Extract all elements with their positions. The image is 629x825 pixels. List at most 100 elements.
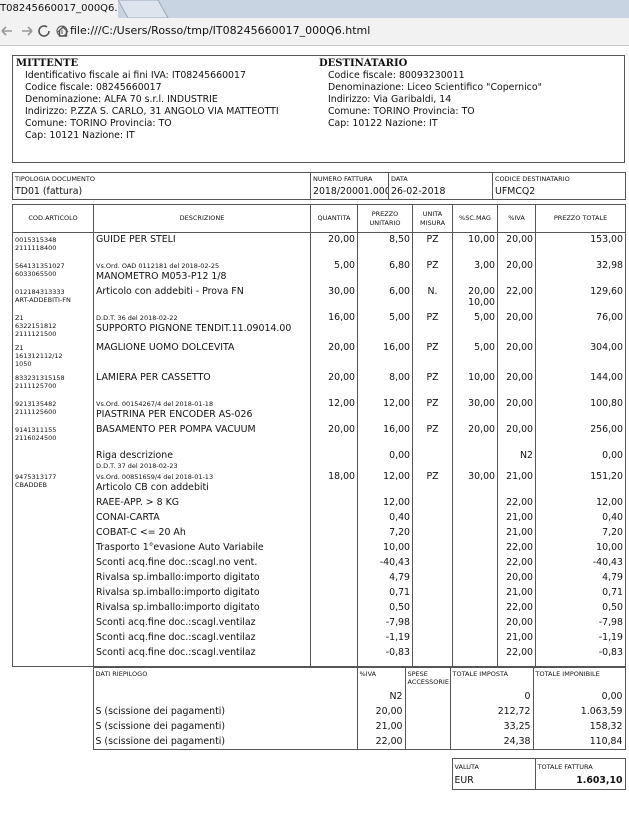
cell	[12, 555, 94, 571]
total: 304,00	[590, 341, 623, 353]
description: S (scissione dei pagamenti)	[95, 705, 226, 717]
cell: 158,32	[532, 719, 626, 735]
cell: Sconti acq.fine doc.:scagl.ventilaz	[93, 630, 311, 646]
heading: MITTENTE	[16, 58, 79, 69]
summary-row: N2 0 0,00	[12, 689, 626, 705]
vat: 20,00	[506, 311, 533, 323]
cell: 22,00	[497, 284, 536, 311]
vat: 21,00	[375, 720, 403, 732]
item-code: Z1	[15, 343, 24, 352]
cell: 20,00	[497, 396, 536, 423]
sender: MITTENTE Identificativo fiscale ai fini I…	[16, 58, 279, 142]
recipient: DESTINATARIO Codice fiscale: 80093230011 D…	[319, 58, 542, 130]
cell: 151,20	[535, 469, 626, 496]
cell	[452, 630, 498, 646]
cell	[404, 689, 451, 705]
cell: 6,80	[357, 258, 413, 285]
url[interactable]: file:///C:/Users/Rosso/tmp/IT08245660017…	[70, 24, 371, 37]
value-cell: 26-02-2018	[388, 185, 493, 200]
total: 153,00	[590, 234, 623, 245]
line: Comune: TORINO Provincia: TO	[328, 106, 475, 117]
item-row: 9475313177 CBADDEB Vs.Ord. 00851659/4 del …	[12, 469, 626, 496]
cell: 20,00	[497, 422, 536, 449]
cell: MAGLIONE UOMO DOLCEVITA	[93, 340, 311, 371]
tab-title: T08245660017_000Q6.h	[0, 3, 118, 14]
item-row: Sconti acq.fine doc.:scagl.ventilaz -1,19…	[12, 630, 626, 646]
cell: 212,72	[449, 704, 534, 720]
line: Comune: TORINO Provincia: TO	[25, 118, 172, 129]
back[interactable]	[1, 26, 12, 36]
cell: 16,00	[357, 340, 413, 371]
discount: 10,00	[468, 296, 495, 308]
header-cell: TOTALE IMPONIBILE	[532, 667, 626, 690]
tab[interactable]: T08245660017_000Q6.h ×	[0, 0, 118, 18]
new-tab[interactable]	[118, 0, 178, 18]
cell: 012184313333 ART-ADDEBITI-FN	[12, 284, 94, 311]
vat: 20,00	[506, 423, 533, 435]
value-cell: 2018/20001.0000052	[310, 185, 389, 200]
cell: 5,00	[452, 310, 498, 341]
quantity: 20,00	[328, 371, 355, 383]
summary-row: S (scissione dei pagamenti) 22,00 24,38 110…	[12, 734, 626, 750]
description: Articolo con addebiti - Prova FN	[96, 285, 244, 297]
tax: 212,72	[497, 705, 531, 717]
quantity: 20,00	[328, 234, 355, 245]
item-code: ART-ADDEBITI-FN	[15, 295, 71, 304]
item-row: Rivalsa sp.imballo:importo digitato 0,71 2…	[12, 585, 626, 601]
info-icon[interactable]	[56, 24, 68, 38]
cell	[452, 570, 498, 586]
cell: 8,50	[357, 232, 413, 259]
cell	[412, 525, 453, 541]
cell	[452, 660, 498, 667]
header-cell: TIPOLOGIA DOCUMENTO	[12, 172, 311, 185]
header-cell: DATI RIEPILOGO	[92, 667, 358, 690]
cell: 20,00	[497, 232, 536, 259]
vat: 22,00	[506, 646, 533, 658]
cell	[310, 570, 358, 586]
quantity: 5,00	[334, 259, 355, 271]
cell: Vs.Ord. 00154267/4 del 2018-01-18 PIASTRI…	[93, 396, 311, 423]
blank	[12, 690, 93, 705]
cell	[452, 525, 498, 541]
unit-price: 12,00	[383, 397, 410, 409]
cell: 256,00	[535, 422, 626, 449]
cell: 0,00	[357, 448, 413, 470]
unit-price: 12,00	[383, 470, 410, 482]
unit-price: -1,19	[385, 631, 410, 643]
vat: 20,00	[375, 705, 403, 717]
total: 7,20	[602, 526, 623, 538]
cell: 10,00	[452, 370, 498, 397]
cell: 0015315348 2111118400	[12, 232, 94, 259]
cell: Z1 6322151812 2111121500	[12, 310, 94, 341]
total: 10,00	[596, 541, 623, 553]
vat: 21,00	[506, 511, 533, 523]
cell: 9213135482 2111125600	[12, 396, 94, 423]
value-row: EUR 1.603,10	[12, 774, 626, 790]
cell: 833231315158 2111125700	[12, 370, 94, 397]
reload[interactable]	[38, 25, 50, 37]
taxable: 158,32	[589, 720, 623, 732]
cell: 33,25	[449, 719, 534, 735]
cell: 21,00	[497, 585, 536, 601]
line: Denominazione: Liceo Scientifico "Copern…	[328, 82, 542, 93]
cell	[12, 645, 94, 661]
cell: 20,00	[497, 615, 536, 631]
cell: LAMIERA PER CASSETTO	[93, 370, 311, 397]
item-row: 012184313333 ART-ADDEBITI-FN Articolo con …	[12, 284, 626, 311]
cell: 0,40	[535, 510, 626, 526]
discount: 3,00	[474, 259, 495, 271]
cell	[452, 555, 498, 571]
line: Indirizzo: Via Garibaldi, 14	[328, 94, 452, 105]
value-row: TD01 (fattura)2018/20001.000005226-02-20…	[12, 185, 626, 200]
description: Trasporto 1°evasione Auto Variabile	[96, 541, 264, 553]
total: 0,71	[602, 586, 623, 598]
item-row: Z1 6322151812 2111121500 D.D.T. 36 del 2018…	[12, 310, 626, 341]
forward[interactable]	[22, 26, 33, 36]
item-code: 9475313177	[15, 472, 57, 481]
cell: 20,00	[356, 704, 406, 720]
vat: 22,00	[506, 285, 533, 297]
cell: 4,79	[535, 570, 626, 586]
cell: 24,38	[449, 734, 534, 750]
cell: Articolo con addebiti - Prova FN	[93, 284, 311, 311]
cell: Riga descrizione D.D.T. 37 del 2018-02-23	[93, 448, 311, 470]
